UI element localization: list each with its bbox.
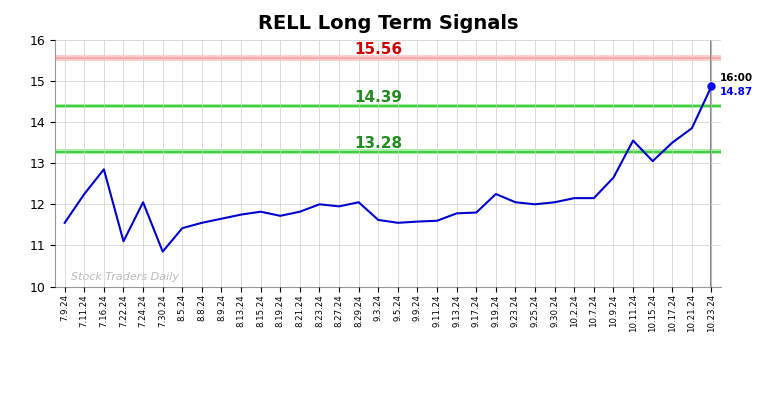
Text: 13.28: 13.28 <box>354 136 402 150</box>
Bar <box>55 55 721 61</box>
Text: 16:00: 16:00 <box>719 73 753 83</box>
Text: 14.87: 14.87 <box>719 87 753 98</box>
Text: 15.56: 15.56 <box>354 42 402 57</box>
Title: RELL Long Term Signals: RELL Long Term Signals <box>258 14 518 33</box>
Text: Stock Traders Daily: Stock Traders Daily <box>71 272 179 283</box>
Text: 14.39: 14.39 <box>354 90 402 105</box>
Bar <box>55 149 721 154</box>
Bar <box>55 103 721 109</box>
